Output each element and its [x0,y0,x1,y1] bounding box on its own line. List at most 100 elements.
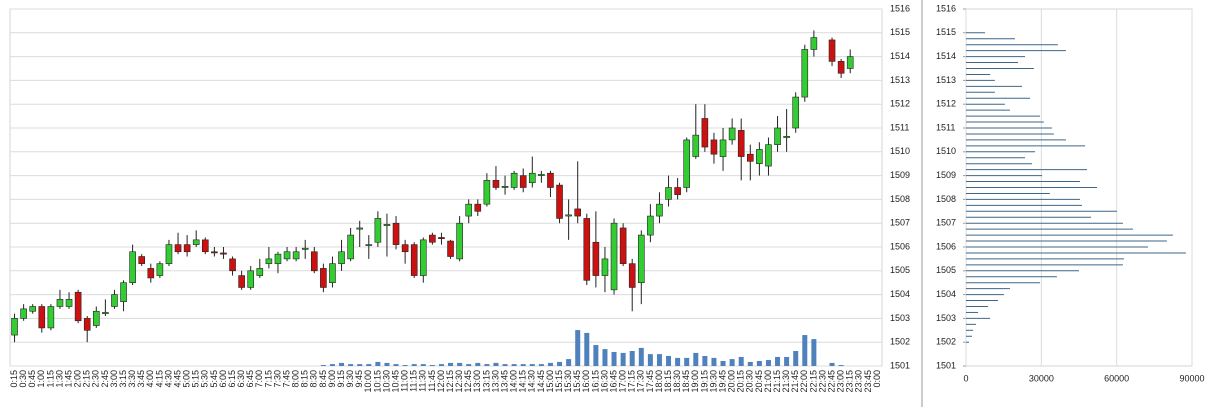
x-tick-label: 2:45 [100,370,110,388]
candle-body [792,96,800,129]
candle-body [120,282,127,303]
x-tick-label: 18:45 [681,370,691,393]
x-tick-label: 0:30 [18,370,28,388]
volume-bar [738,356,744,366]
candle-body [129,251,136,283]
candle-body [65,299,73,307]
x-tick-label: 17:45 [645,370,655,393]
y-tick-label: 1516 [890,3,910,13]
candle-body [746,153,754,162]
y-tick-label: 1512 [936,99,956,109]
x-tick-label: 2:30 [91,370,101,388]
y-tick-label: 1507 [936,218,956,228]
candle-body [165,244,173,264]
candle-body [374,218,382,243]
y-tick-label: 1506 [936,241,956,251]
candle-body [465,203,473,217]
volume-bar [802,335,808,366]
candle-body [501,186,509,188]
volume-bar [693,352,699,366]
x-tick-label: 23:45 [863,370,873,393]
candle-body [211,251,218,254]
x-tick-label: 1:45 [63,370,73,388]
volume-bar [620,352,626,366]
x-tick-label: 6:45 [245,370,255,388]
candle-body [74,291,82,322]
candle-body [565,214,572,217]
x-tick-label: 3:00 [109,370,119,388]
x-tick-label: 1:00 [36,370,46,388]
x-tick-label: 23:15 [845,370,855,393]
x-tick-label: 8:15 [300,370,310,388]
candle-body [692,134,700,157]
volume-bar [448,362,454,366]
candle-body [310,251,318,272]
y-tick-label: 1504 [890,289,910,299]
volume-bar [647,354,653,366]
candle-body [601,258,609,276]
x-tick-label: 20:00 [727,370,737,393]
x-tick-label: 1:15 [45,370,55,388]
candle-body [610,222,618,291]
x-tick-label: 5:30 [200,370,210,388]
volume-bar [838,365,844,366]
volume-bar [602,349,608,366]
candle-body [283,251,291,260]
x-tick-label: 12:15 [445,370,455,393]
volume-bar [593,345,599,366]
volume-bar [756,361,762,366]
candle-body [102,312,109,314]
volume-bar [420,364,426,366]
candle-body [447,240,454,257]
x-tick-label: 15:45 [572,370,582,393]
x-tick-label: 13:15 [481,370,491,393]
x-tick-label: 5:15 [191,370,201,388]
x-tick-label: 12:45 [463,370,473,393]
y-tick-label: 1501 [890,360,910,370]
candle-body [547,172,554,188]
volume-bar [511,364,517,366]
x-tick-label: 10:45 [390,370,400,393]
x-tick-label: 21:15 [772,370,782,393]
volume-bar [793,351,799,366]
x-tick-label: 22:45 [826,370,836,393]
candle-body [274,253,282,264]
volume-bar [584,332,590,366]
candle-body [619,227,627,264]
y-tick-label: 1515 [890,27,910,37]
y-tick-label: 1513 [890,75,910,85]
x-tick-label: 14:30 [527,370,537,393]
candle-body [492,180,500,188]
candle-body [783,136,790,138]
x-tick-label: 11:45 [427,370,437,392]
candle-body [238,275,245,288]
x-tick-label: 18:30 [672,370,682,393]
x-tick-label: 3:15 [118,370,128,388]
candle-body [92,310,100,326]
x-tick-label: 9:15 [336,370,346,388]
volume-bar [384,362,390,366]
y-tick-label: 1508 [890,194,910,204]
candle-body [774,127,781,145]
candle-body [138,256,146,264]
y-tick-label: 1511 [890,122,909,132]
candle-body [674,187,681,195]
x-tick-label: 60000 [1104,373,1129,383]
x-tick-label: 16:45 [608,370,618,393]
x-tick-label: 10:00 [363,370,373,393]
volume-bar [547,362,553,366]
candle-body [320,268,327,288]
volume-bar [320,365,326,366]
candle-body [356,227,364,230]
volume-bar [357,364,363,366]
candle-body [392,222,400,245]
candle-body [665,187,672,200]
volume-bar [529,364,535,366]
x-tick-label: 5:45 [209,370,219,388]
y-tick-label: 1503 [890,313,910,323]
candle-body [656,203,663,217]
x-tick-label: 15:15 [554,370,564,393]
candle-body [192,239,200,245]
x-tick-label: 13:45 [499,370,509,393]
candle-body [429,234,436,243]
